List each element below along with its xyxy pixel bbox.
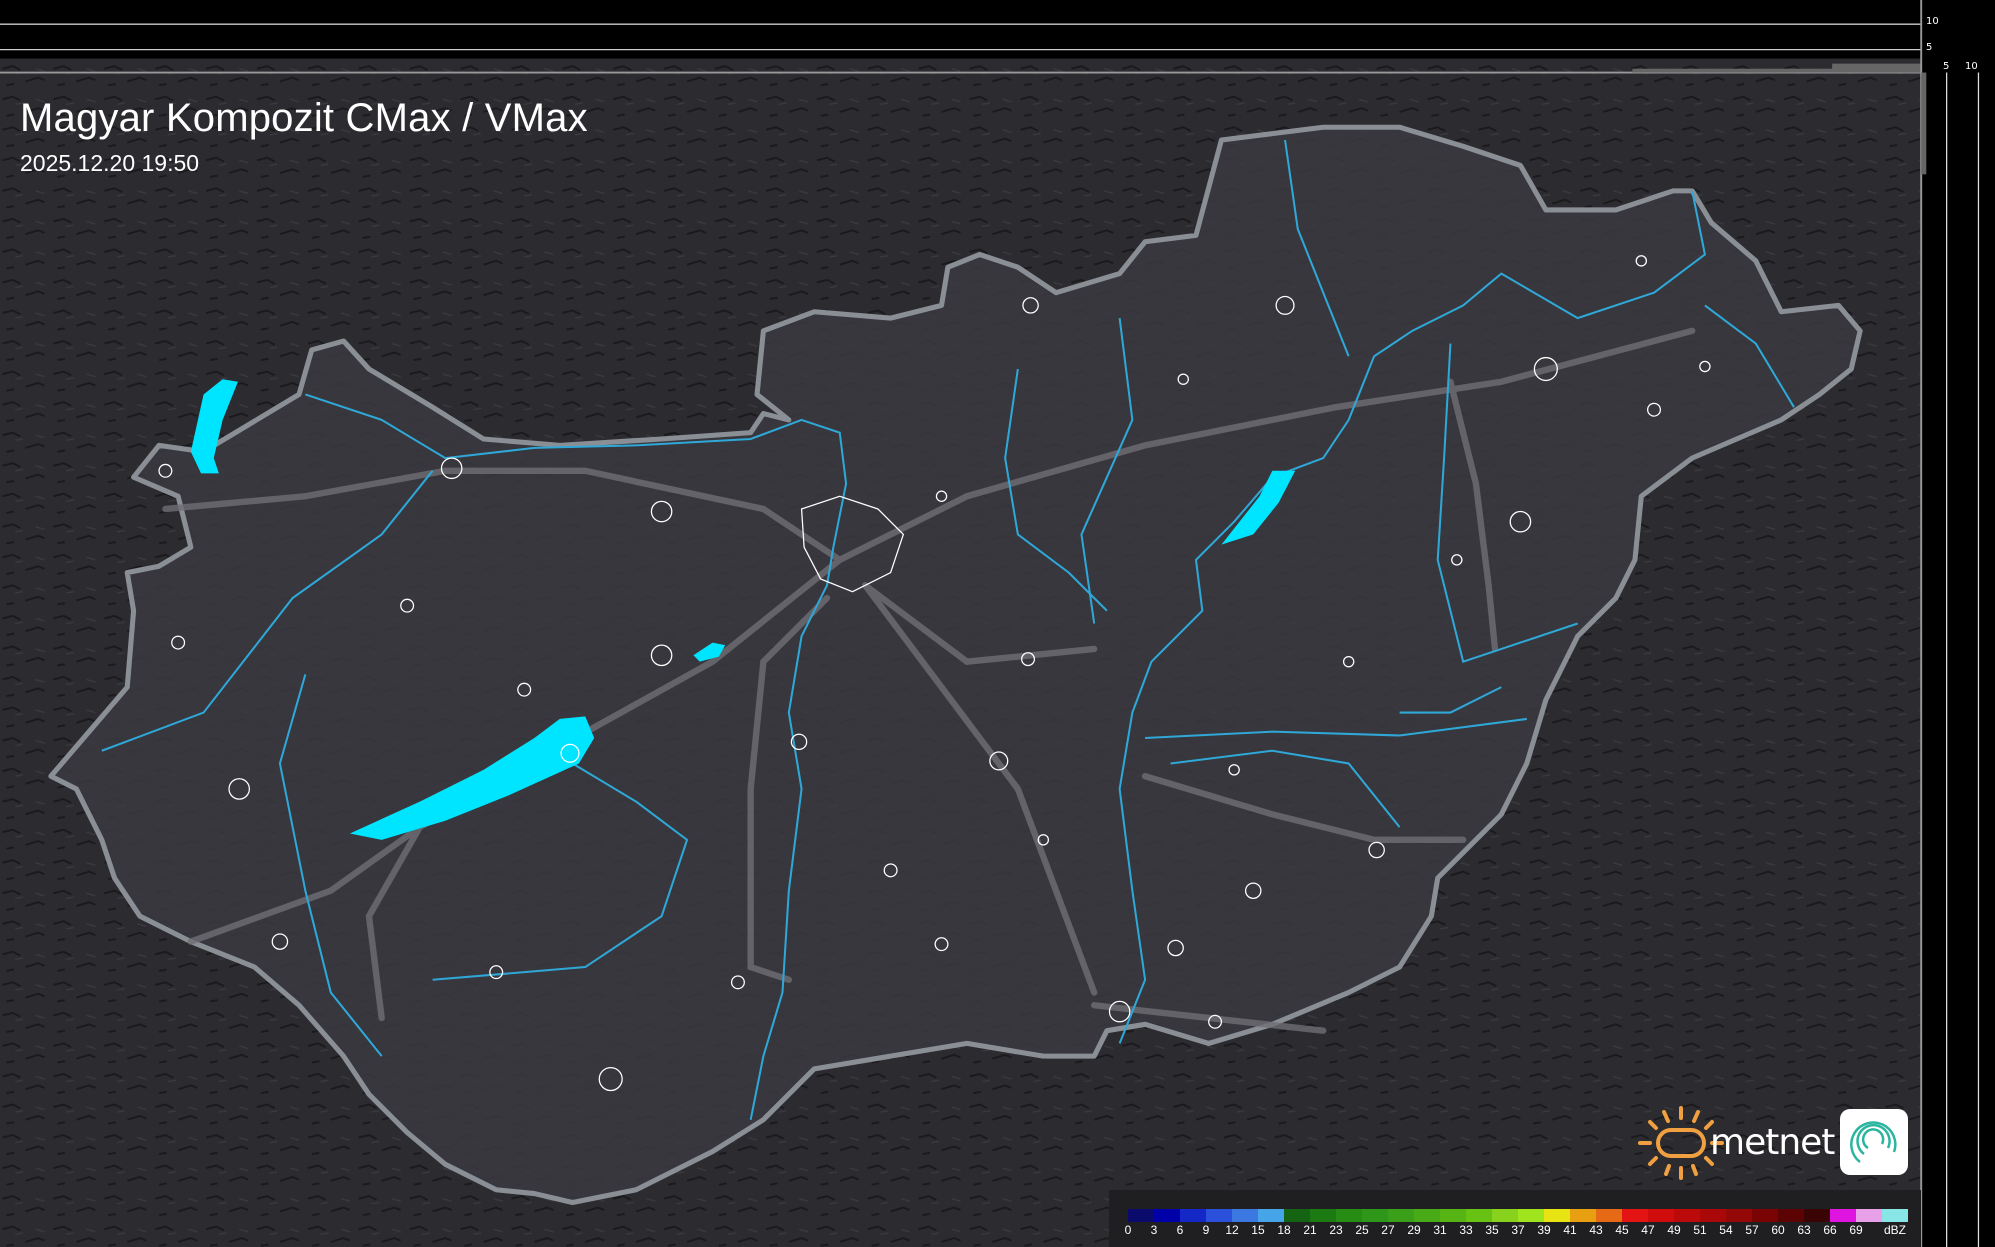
ruler-tick-h-5: 5: [1943, 61, 1950, 72]
legend-label: 3: [1150, 1223, 1158, 1237]
legend-swatch: [1622, 1209, 1648, 1222]
legend-label: 41: [1563, 1223, 1577, 1237]
legend-swatch: [1492, 1209, 1518, 1222]
lake-neusiedl: [190, 379, 238, 474]
legend-label: 35: [1485, 1223, 1499, 1237]
city-outlines: [158, 255, 1711, 1092]
legend-swatch: [1232, 1209, 1258, 1222]
legend-swatch: [1206, 1209, 1232, 1222]
legend-label: 51: [1693, 1223, 1707, 1237]
legend-label: 39: [1537, 1223, 1551, 1237]
lake-balaton: [349, 716, 595, 840]
ruler-tick-h-10: 10: [1965, 61, 1978, 72]
legend-swatch: [1284, 1209, 1310, 1222]
legend-label: 25: [1355, 1223, 1369, 1237]
legend-swatch: [1648, 1209, 1674, 1222]
legend-label: 9: [1202, 1223, 1210, 1237]
legend-swatch: [1258, 1209, 1284, 1222]
legend-label: 29: [1407, 1223, 1421, 1237]
legend-swatch: [1778, 1209, 1804, 1222]
legend-swatch: [1700, 1209, 1726, 1222]
legend-swatch: [1544, 1209, 1570, 1222]
legend-label: 47: [1641, 1223, 1655, 1237]
legend-label: 43: [1589, 1223, 1603, 1237]
svg-text:metnet: metnet: [1710, 1122, 1835, 1163]
legend-swatch: [1362, 1209, 1388, 1222]
legend-label: 21: [1303, 1223, 1317, 1237]
legend-label: 57: [1745, 1223, 1759, 1237]
legend-label: 33: [1459, 1223, 1473, 1237]
legend-label: 6: [1176, 1223, 1184, 1237]
right-ruler: [1921, 0, 1995, 1247]
lakes: [190, 379, 1296, 840]
ruler-tick-v-5: 5: [1926, 42, 1933, 53]
legend-swatch: [1336, 1209, 1362, 1222]
legend-swatch: [1856, 1209, 1882, 1222]
map-title: Magyar Kompozit CMax / VMax: [20, 96, 588, 140]
legend-label: 37: [1511, 1223, 1525, 1237]
legend-swatch: [1882, 1209, 1908, 1222]
legend-labels: dBZ 0 3 6 9 12 15 18 21 23 25 27 29 31 33 35 37 39 41 43 45…: [1124, 1223, 1908, 1241]
legend-label: 49: [1667, 1223, 1681, 1237]
map-timestamp: 2025.12.20 19:50: [20, 150, 200, 176]
legend-swatch: [1440, 1209, 1466, 1222]
legend-label: 12: [1225, 1223, 1239, 1237]
top-ruler: [0, 0, 1995, 59]
legend-swatch: [1726, 1209, 1752, 1222]
legend-label: 31: [1433, 1223, 1447, 1237]
legend-label: 60: [1771, 1223, 1785, 1237]
legend-swatch: [1414, 1209, 1440, 1222]
legend-swatch: [1830, 1209, 1856, 1222]
legend-label: 23: [1329, 1223, 1343, 1237]
legend-label: 66: [1823, 1223, 1837, 1237]
ruler-tick-v-10: 10: [1926, 16, 1939, 27]
lake-velence: [693, 642, 726, 662]
legend-swatch: [1466, 1209, 1492, 1222]
legend-swatch: [1674, 1209, 1700, 1222]
legend-label: 15: [1251, 1223, 1265, 1237]
legend-swatch: [1596, 1209, 1622, 1222]
legend-label: 45: [1615, 1223, 1629, 1237]
rivers: [101, 139, 1795, 1120]
legend-label: 54: [1719, 1223, 1733, 1237]
legend-swatch: [1310, 1209, 1336, 1222]
sun-icon: [1638, 1106, 1724, 1180]
legend-color-bar: [1128, 1209, 1908, 1222]
lake-tisza: [1221, 470, 1296, 545]
swirl-icon: [1850, 1121, 1897, 1163]
legend-label: 18: [1277, 1223, 1291, 1237]
legend-label: 27: [1381, 1223, 1395, 1237]
legend-label: 0: [1124, 1223, 1132, 1237]
legend-swatch: [1570, 1209, 1596, 1222]
dbz-color-legend: dBZ 0 3 6 9 12 15 18 21 23 25 27 29 31 33 35 37 39 41 43 45…: [1109, 1190, 1921, 1247]
legend-swatch: [1752, 1209, 1778, 1222]
metnet-logo: metnet: [1636, 1104, 1916, 1180]
legend-unit: dBZ: [1883, 1223, 1907, 1237]
legend-swatch: [1180, 1209, 1206, 1222]
legend-swatch: [1128, 1209, 1154, 1222]
legend-label: 63: [1797, 1223, 1811, 1237]
legend-swatch: [1518, 1209, 1544, 1222]
legend-label: 69: [1849, 1223, 1863, 1237]
legend-swatch: [1154, 1209, 1180, 1222]
legend-swatch: [1804, 1209, 1830, 1222]
legend-swatch: [1388, 1209, 1414, 1222]
